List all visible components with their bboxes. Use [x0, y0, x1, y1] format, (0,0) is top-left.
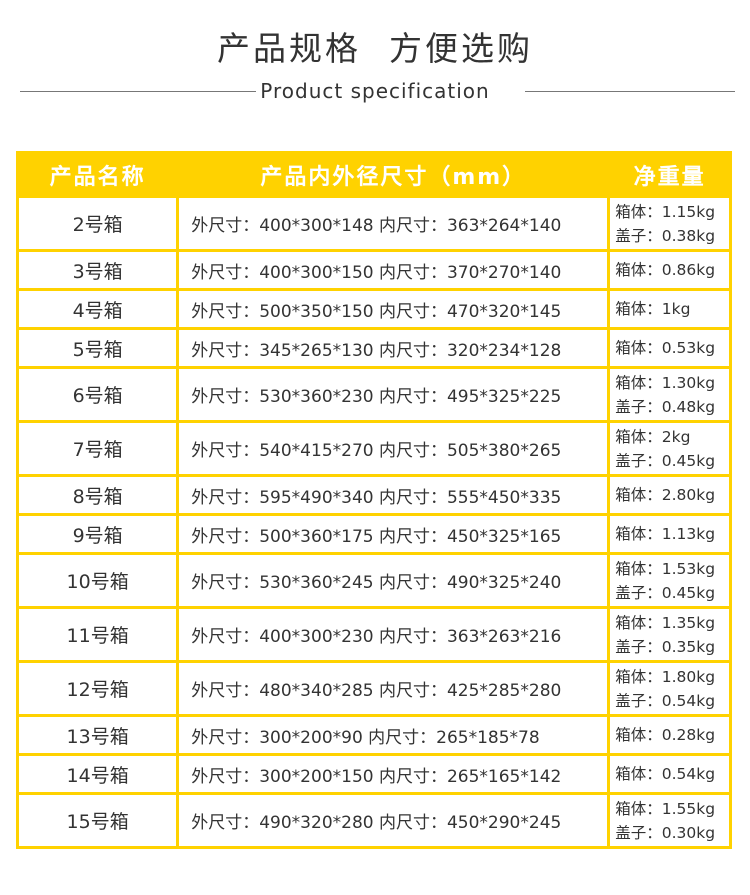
- table-row: 7号箱 外尺寸：540*415*270 内尺寸：505*380*265 箱体：2kg…: [15, 420, 732, 477]
- product-name: 2号箱: [15, 195, 180, 252]
- weight-line: 箱体：1.53kg: [615, 559, 716, 578]
- divider-right: [525, 91, 735, 92]
- product-size: 外尺寸：540*415*270 内尺寸：505*380*265: [176, 420, 611, 477]
- product-name: 13号箱: [15, 714, 180, 756]
- product-size: 外尺寸：530*360*230 内尺寸：495*325*225: [176, 366, 611, 423]
- page-title: 产品规格 方便选购: [0, 22, 750, 70]
- weight-line: 箱体：0.54kg: [615, 765, 716, 783]
- weight-line: 箱体：0.86kg: [615, 261, 716, 279]
- product-size: 外尺寸：530*360*245 内尺寸：490*325*240: [176, 552, 611, 609]
- product-weight: 箱体：2.80kg: [607, 474, 732, 516]
- col-weight-header: 净重量: [607, 151, 732, 198]
- product-size: 外尺寸：595*490*340 内尺寸：555*450*335: [176, 474, 611, 516]
- product-size: 外尺寸：345*265*130 内尺寸：320*234*128: [176, 327, 611, 369]
- weight-line: 箱体：1.30kg: [615, 373, 716, 392]
- weight-line: 箱体：0.53kg: [615, 339, 716, 357]
- table-row: 4号箱 外尺寸：500*350*150 内尺寸：470*320*145 箱体：1kg: [15, 288, 732, 330]
- weight-line: 盖子：0.38kg: [615, 226, 716, 245]
- product-weight: 箱体：1.55kg 盖子：0.30kg: [607, 792, 732, 849]
- table-row: 11号箱 外尺寸：400*300*230 内尺寸：363*263*216 箱体：1.…: [15, 606, 732, 663]
- subtitle: Product specification: [260, 79, 490, 103]
- weight-line: 箱体：2kg: [615, 427, 691, 446]
- product-size: 外尺寸：490*320*280 内尺寸：450*290*245: [176, 792, 611, 849]
- col-name-header: 产品名称: [15, 151, 180, 198]
- table-row: 3号箱 外尺寸：400*300*150 内尺寸：370*270*140 箱体：0.8…: [15, 249, 732, 291]
- product-name: 3号箱: [15, 249, 180, 291]
- product-size: 外尺寸：400*300*148 内尺寸：363*264*140: [176, 195, 611, 252]
- product-weight: 箱体：1.15kg 盖子：0.38kg: [607, 195, 732, 252]
- col-size-header: 产品内外径尺寸（mm）: [176, 151, 611, 198]
- product-name: 4号箱: [15, 288, 180, 330]
- weight-line: 箱体：1.15kg: [615, 202, 716, 221]
- product-size: 外尺寸：400*300*230 内尺寸：363*263*216: [176, 606, 611, 663]
- product-name: 12号箱: [15, 660, 180, 717]
- title-part-1: 产品规格: [217, 29, 361, 68]
- product-weight: 箱体：0.28kg: [607, 714, 732, 756]
- weight-line: 盖子：0.45kg: [615, 451, 716, 470]
- table-row: 6号箱 外尺寸：530*360*230 内尺寸：495*325*225 箱体：1.3…: [15, 366, 732, 423]
- product-size: 外尺寸：480*340*285 内尺寸：425*285*280: [176, 660, 611, 717]
- product-weight: 箱体：0.86kg: [607, 249, 732, 291]
- product-weight: 箱体：1.35kg 盖子：0.35kg: [607, 606, 732, 663]
- subtitle-row: Product specification: [0, 78, 750, 104]
- product-name: 7号箱: [15, 420, 180, 477]
- product-weight: 箱体：1.13kg: [607, 513, 732, 555]
- product-weight: 箱体：1.80kg 盖子：0.54kg: [607, 660, 732, 717]
- product-size: 外尺寸：300*200*90 内尺寸：265*185*78: [176, 714, 611, 756]
- weight-line: 箱体：1.55kg: [615, 799, 716, 818]
- spec-table: 产品名称 产品内外径尺寸（mm） 净重量 2号箱 外尺寸：400*300*148 …: [15, 151, 732, 849]
- table-row: 10号箱 外尺寸：530*360*245 内尺寸：490*325*240 箱体：1.…: [15, 552, 732, 609]
- weight-line: 盖子：0.45kg: [615, 583, 716, 602]
- product-weight: 箱体：1kg: [607, 288, 732, 330]
- weight-line: 盖子：0.35kg: [615, 637, 716, 656]
- product-name: 9号箱: [15, 513, 180, 555]
- table-row: 2号箱 外尺寸：400*300*148 内尺寸：363*264*140 箱体：1.1…: [15, 195, 732, 252]
- product-name: 14号箱: [15, 753, 180, 795]
- weight-line: 箱体：1.35kg: [615, 613, 716, 632]
- table-row: 14号箱 外尺寸：300*200*150 内尺寸：265*165*142 箱体：0.…: [15, 753, 732, 795]
- weight-line: 箱体：1.80kg: [615, 667, 716, 686]
- product-size: 外尺寸：500*350*150 内尺寸：470*320*145: [176, 288, 611, 330]
- product-weight: 箱体：2kg 盖子：0.45kg: [607, 420, 732, 477]
- product-weight: 箱体：1.53kg 盖子：0.45kg: [607, 552, 732, 609]
- weight-line: 盖子：0.54kg: [615, 691, 716, 710]
- product-size: 外尺寸：400*300*150 内尺寸：370*270*140: [176, 249, 611, 291]
- product-name: 11号箱: [15, 606, 180, 663]
- product-size: 外尺寸：300*200*150 内尺寸：265*165*142: [176, 753, 611, 795]
- weight-line: 箱体：1kg: [615, 300, 691, 318]
- weight-line: 箱体：1.13kg: [615, 525, 716, 543]
- product-weight: 箱体：1.30kg 盖子：0.48kg: [607, 366, 732, 423]
- product-name: 10号箱: [15, 552, 180, 609]
- weight-line: 盖子：0.30kg: [615, 823, 716, 842]
- product-name: 5号箱: [15, 327, 180, 369]
- table-row: 12号箱 外尺寸：480*340*285 内尺寸：425*285*280 箱体：1.…: [15, 660, 732, 717]
- table-row: 5号箱 外尺寸：345*265*130 内尺寸：320*234*128 箱体：0.5…: [15, 327, 732, 369]
- table-header: 产品名称 产品内外径尺寸（mm） 净重量: [15, 151, 732, 198]
- divider-left: [20, 91, 256, 92]
- product-size: 外尺寸：500*360*175 内尺寸：450*325*165: [176, 513, 611, 555]
- title-part-2: 方便选购: [389, 29, 533, 68]
- weight-line: 箱体：2.80kg: [615, 486, 716, 504]
- weight-line: 盖子：0.48kg: [615, 397, 716, 416]
- weight-line: 箱体：0.28kg: [615, 726, 716, 744]
- table-row: 9号箱 外尺寸：500*360*175 内尺寸：450*325*165 箱体：1.1…: [15, 513, 732, 555]
- product-name: 8号箱: [15, 474, 180, 516]
- table-row: 8号箱 外尺寸：595*490*340 内尺寸：555*450*335 箱体：2.8…: [15, 474, 732, 516]
- table-row: 13号箱 外尺寸：300*200*90 内尺寸：265*185*78 箱体：0.28…: [15, 714, 732, 756]
- product-weight: 箱体：0.54kg: [607, 753, 732, 795]
- product-weight: 箱体：0.53kg: [607, 327, 732, 369]
- product-name: 15号箱: [15, 792, 180, 849]
- product-name: 6号箱: [15, 366, 180, 423]
- table-row: 15号箱 外尺寸：490*320*280 内尺寸：450*290*245 箱体：1.…: [15, 792, 732, 849]
